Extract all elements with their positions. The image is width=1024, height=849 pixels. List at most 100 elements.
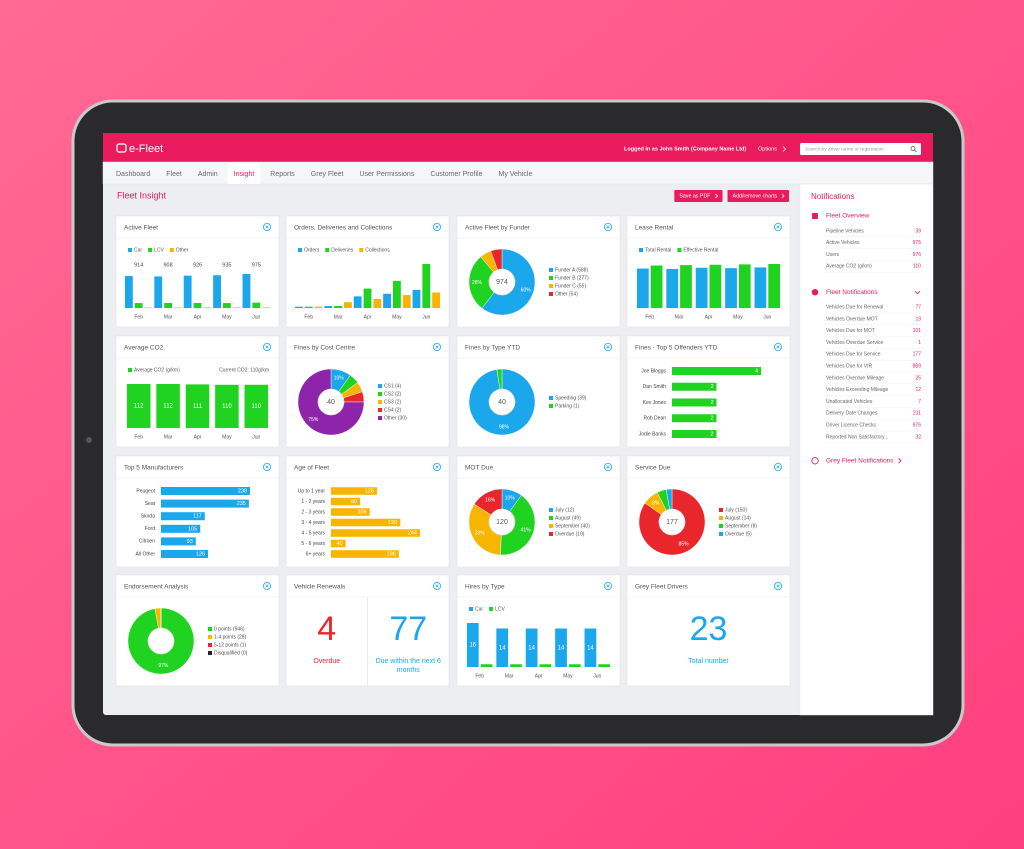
total-label: 914: [134, 262, 143, 268]
bar-value-label: 186: [387, 551, 396, 557]
legend-swatch: [208, 635, 212, 639]
widget-close-x: [435, 584, 439, 588]
legend-label: Other: [176, 247, 189, 253]
widget-close[interactable]: [432, 222, 441, 231]
widget-close[interactable]: [774, 462, 783, 471]
x-tick-label: Feb: [134, 434, 143, 440]
widget-close[interactable]: [604, 462, 613, 471]
nav-item[interactable]: User Permissions: [359, 171, 414, 178]
widget-close[interactable]: [432, 582, 441, 591]
widget-close[interactable]: [774, 342, 783, 351]
widget-close[interactable]: [262, 222, 271, 231]
x-tick-label: Jun: [252, 314, 260, 320]
options-chevron: [782, 146, 787, 152]
notification-value: 975: [913, 240, 922, 246]
bar: [672, 430, 717, 438]
legend-swatch: [719, 524, 723, 528]
bar: [353, 296, 362, 308]
bar: [331, 550, 399, 558]
nav-item[interactable]: Customer Profile: [430, 171, 482, 178]
section-title[interactable]: Fleet Notifications: [826, 289, 878, 296]
slice-label: 75%: [308, 417, 319, 423]
x-tick-label: Mar: [334, 314, 343, 320]
bar: [480, 664, 493, 667]
bar: [156, 384, 180, 428]
bar: [525, 628, 538, 667]
x-tick-label: Apr: [194, 434, 202, 440]
user-info: Logged in as John Smith (Company Name Lt…: [624, 146, 746, 152]
widget-close-x: [776, 584, 780, 588]
legend-label: Funder A (588): [555, 267, 588, 273]
grey-fleet-link[interactable]: Grey Fleet Notifications: [826, 458, 894, 465]
legend-label: 0 points (946): [214, 626, 245, 632]
search-box[interactable]: [800, 143, 921, 155]
kpi-label: Overdue: [313, 658, 341, 665]
widget-close-x: [265, 584, 269, 588]
nav-item[interactable]: Dashboard: [116, 171, 150, 178]
widget-close[interactable]: [604, 222, 613, 231]
page-button[interactable]: [727, 190, 789, 202]
notification-value: 976: [913, 423, 922, 429]
legend-swatch: [469, 607, 473, 611]
widget-close[interactable]: [262, 462, 271, 471]
legend-label: Effective Rental: [683, 247, 718, 253]
widget-close[interactable]: [774, 222, 783, 231]
x-tick-label: Mar: [164, 314, 173, 320]
widget-close-x: [435, 225, 439, 229]
notification-label: Pipeline Vehicles: [826, 228, 864, 234]
legend-swatch: [378, 392, 382, 396]
bar: [672, 382, 717, 391]
category-label: 1 - 2 years: [301, 499, 325, 505]
nav-item[interactable]: Grey Fleet: [311, 171, 344, 178]
nav-item[interactable]: My Vehicle: [498, 171, 532, 178]
legend-swatch: [639, 248, 643, 252]
notification-label: Vehicles Overdue Mileage: [826, 375, 884, 381]
bar: [344, 302, 352, 308]
bar: [584, 628, 597, 667]
widget-close[interactable]: [774, 582, 783, 591]
x-tick-label: May: [222, 434, 232, 440]
button-chevron: [781, 193, 785, 199]
slice-label: 28%: [472, 280, 483, 286]
bar: [331, 497, 361, 506]
x-tick-label: Mar: [675, 314, 684, 320]
notification-label: Vehicles Overdue Service: [826, 340, 883, 346]
nav-item[interactable]: Admin: [198, 171, 218, 178]
widget-title: Average CO2: [124, 345, 164, 352]
widget-close-x: [776, 465, 780, 469]
widget-close[interactable]: [604, 582, 613, 591]
legend-label: September (40): [555, 523, 590, 529]
bar: [294, 306, 303, 308]
page-button[interactable]: [674, 190, 723, 202]
x-tick-label: Feb: [645, 314, 654, 320]
notification-label: Active Vehicles: [826, 240, 860, 246]
category-label: Peugeot: [136, 488, 155, 494]
widget-close[interactable]: [432, 462, 441, 471]
widget-close[interactable]: [262, 342, 271, 351]
legend-swatch: [549, 292, 553, 296]
legend-label: Total Rental: [645, 247, 671, 253]
options-menu[interactable]: Options: [758, 146, 777, 152]
bar: [568, 664, 581, 667]
widget-close[interactable]: [262, 582, 271, 591]
nav-item[interactable]: Fleet: [166, 171, 182, 178]
legend-label: August (14): [725, 515, 751, 521]
bar: [252, 302, 261, 308]
bar: [768, 264, 781, 308]
widget: [626, 335, 791, 448]
widget-close[interactable]: [604, 342, 613, 351]
nav-item[interactable]: Insight: [234, 171, 255, 178]
widget-title: Active Fleet by Funder: [465, 225, 531, 232]
notification-value: 110: [913, 264, 921, 270]
bar: [164, 302, 173, 308]
bar-value-label: 2: [710, 431, 713, 437]
legend-swatch: [325, 248, 330, 252]
legend-swatch: [719, 532, 723, 536]
nav-item[interactable]: Reports: [270, 171, 295, 178]
header-bar: [103, 133, 933, 162]
search-icon[interactable]: [910, 146, 916, 151]
widget-close-x: [265, 345, 269, 349]
widget-close[interactable]: [432, 342, 441, 351]
total-label: 926: [193, 262, 202, 268]
section-title[interactable]: Fleet Overview: [826, 213, 870, 220]
